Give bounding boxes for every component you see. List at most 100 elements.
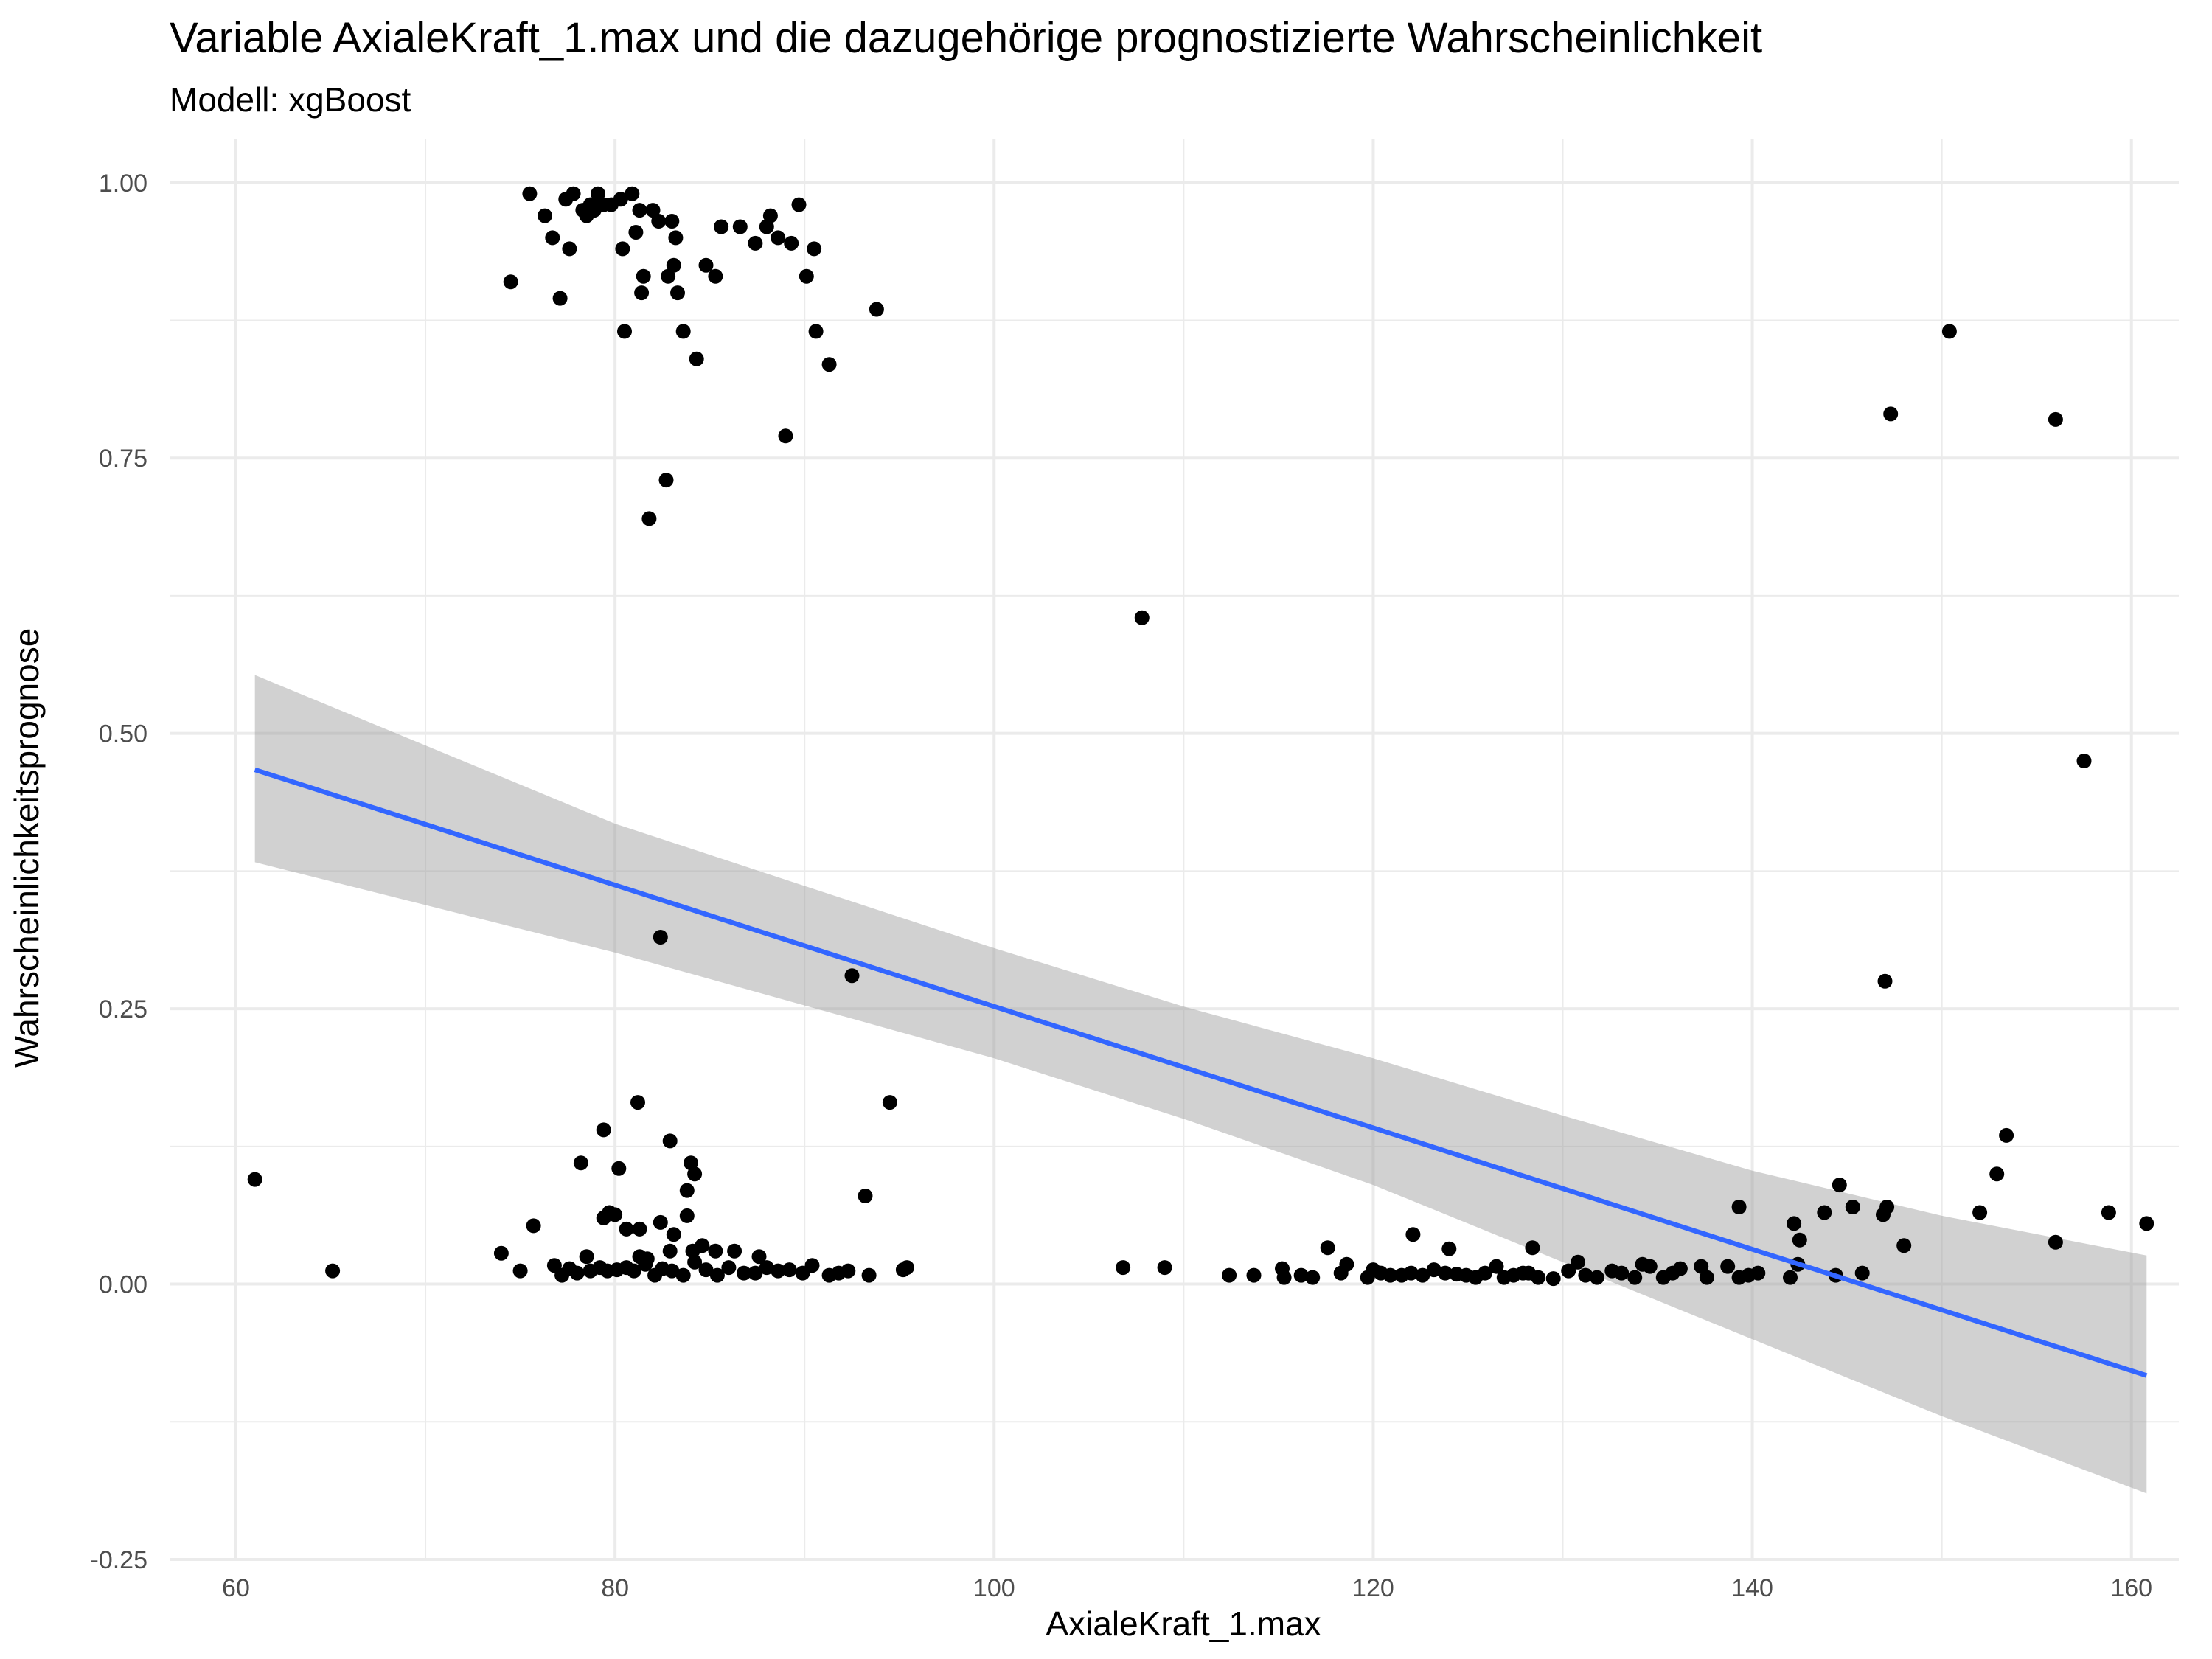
data-point (653, 1214, 668, 1230)
data-point (1405, 1227, 1421, 1242)
data-point (1293, 1267, 1309, 1283)
x-tick-labels: 60 80 100 120 140 160 (222, 1574, 2152, 1602)
x-tick-label: 120 (1352, 1574, 1394, 1602)
data-point (799, 268, 814, 284)
data-point (666, 1227, 681, 1242)
data-point (1320, 1240, 1335, 1256)
data-point (708, 1243, 723, 1259)
data-point (661, 268, 676, 284)
data-point (1116, 1260, 1131, 1276)
data-point (625, 186, 640, 201)
data-point (1877, 973, 1893, 989)
y-tick-labels: -0.25 0.00 0.25 0.50 0.75 1.00 (91, 170, 148, 1574)
data-point (1792, 1232, 1807, 1248)
data-point (503, 274, 518, 290)
data-point (664, 214, 680, 229)
data-point (325, 1263, 341, 1279)
y-tick-label: 0.25 (99, 995, 147, 1023)
data-point (804, 1258, 820, 1273)
data-point (689, 351, 704, 366)
data-point (687, 1254, 703, 1270)
x-tick-label: 100 (973, 1574, 1015, 1602)
data-point (778, 428, 793, 444)
data-point (538, 208, 552, 223)
data-point (1531, 1270, 1546, 1285)
data-point (526, 1218, 541, 1234)
x-axis-title: AxialeKraft_1.max (1046, 1604, 1321, 1643)
data-point (1305, 1270, 1321, 1285)
data-point (653, 930, 668, 945)
data-point (1571, 1254, 1586, 1270)
data-point (638, 1256, 653, 1272)
data-point (1382, 1267, 1398, 1283)
data-point (698, 257, 714, 273)
data-point (1999, 1127, 2014, 1143)
data-point (1731, 1200, 1747, 1214)
data-point (1896, 1238, 1912, 1253)
data-point (861, 1267, 877, 1283)
data-point (2101, 1205, 2116, 1220)
data-point (668, 230, 684, 246)
data-point (714, 219, 729, 234)
data-point (632, 1221, 647, 1237)
data-point (662, 1243, 678, 1259)
data-point (1276, 1270, 1292, 1285)
data-point (687, 1166, 703, 1182)
data-point (670, 285, 685, 301)
data-point (573, 1155, 588, 1171)
data-point (1720, 1259, 1736, 1274)
data-point (844, 968, 860, 984)
data-point (630, 1095, 645, 1110)
data-point (1694, 1259, 1709, 1274)
x-tick-label: 160 (2110, 1574, 2152, 1602)
data-point (684, 1155, 698, 1171)
trend-line-layer (254, 767, 2148, 1378)
data-point (1614, 1265, 1630, 1281)
data-point (708, 268, 723, 284)
data-point (1489, 1259, 1504, 1274)
data-point (1415, 1267, 1430, 1283)
data-point (782, 1262, 797, 1278)
data-point (679, 1208, 695, 1223)
data-point (1426, 1262, 1441, 1278)
data-point (651, 214, 667, 229)
data-point (1750, 1265, 1766, 1281)
data-point (748, 235, 763, 251)
data-point (1578, 1267, 1593, 1283)
data-point (566, 186, 581, 201)
data-point (628, 225, 644, 240)
minor-gridlines (170, 139, 2179, 1559)
data-point (641, 511, 657, 526)
data-point (579, 1249, 594, 1265)
x-tick-label: 140 (1731, 1574, 1773, 1602)
data-point (662, 1133, 678, 1149)
data-point (759, 1260, 774, 1276)
data-point (808, 324, 824, 339)
data-point (247, 1172, 262, 1187)
data-point (1403, 1265, 1419, 1281)
data-point (762, 208, 778, 223)
data-point (613, 192, 628, 207)
data-point (617, 324, 632, 339)
confidence-band (254, 675, 2147, 1494)
data-point (1787, 1216, 1802, 1231)
points-layer (247, 186, 2154, 1287)
y-axis-title: Wahrscheinlichkeitsprognose (7, 628, 46, 1068)
data-point (634, 285, 650, 301)
data-point (1589, 1270, 1604, 1285)
data-point (2048, 1234, 2063, 1250)
data-point (748, 1265, 763, 1281)
y-tick-label: -0.25 (91, 1546, 148, 1574)
data-point (751, 1249, 767, 1265)
data-point (1989, 1166, 2005, 1182)
data-point (1339, 1256, 1354, 1272)
data-point (1561, 1263, 1576, 1279)
data-point (858, 1189, 873, 1203)
data-point (791, 197, 807, 212)
data-point (1672, 1261, 1688, 1276)
data-point (2139, 1216, 2154, 1231)
data-point (1972, 1205, 1988, 1220)
data-point (784, 235, 799, 251)
chart-subtitle: Modell: xgBoost (170, 80, 411, 119)
